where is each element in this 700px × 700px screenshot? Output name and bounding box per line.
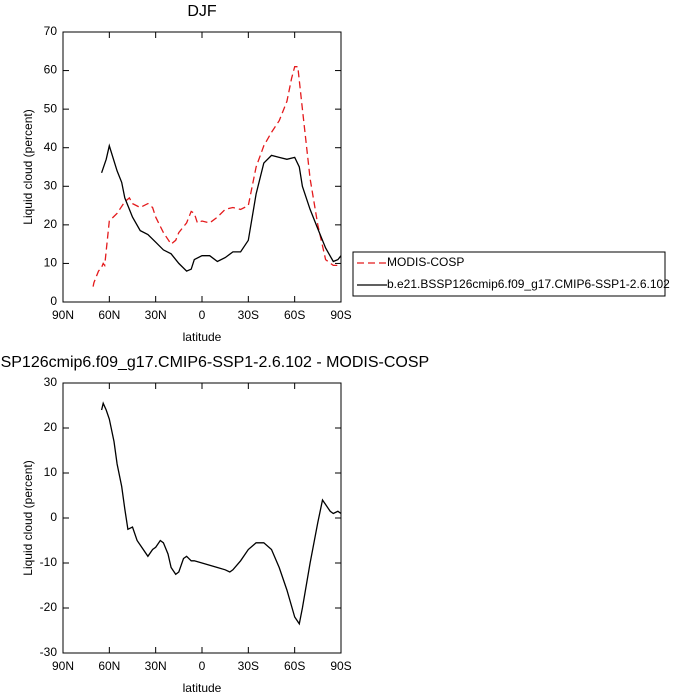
- data-line: [92, 66, 342, 287]
- y-axis-label: Liquid cloud (percent): [21, 109, 35, 224]
- y-tick-label: -30: [40, 645, 58, 659]
- legend-label: MODIS-COSP: [387, 255, 464, 269]
- y-tick-label: 30: [44, 178, 58, 192]
- x-tick-label: 0: [199, 308, 206, 322]
- x-tick-label: 90N: [52, 659, 74, 673]
- y-tick-label: -20: [40, 600, 58, 614]
- x-tick-label: 60N: [98, 308, 120, 322]
- chart-title: DJF: [187, 3, 217, 20]
- data-line: [100, 401, 342, 626]
- x-tick-label: 0: [199, 659, 206, 673]
- x-tick-label: 90S: [330, 659, 351, 673]
- x-axis-label: latitude: [183, 330, 222, 344]
- plot-frame: [62, 31, 342, 303]
- chart-title: .BSSP126cmip6.f09_g17.CMIP6-SSP1-2.6.102…: [0, 354, 429, 371]
- y-tick-label: 0: [50, 510, 57, 524]
- legend-box: [352, 251, 666, 297]
- x-tick-label: 30S: [238, 308, 259, 322]
- y-tick-label: 20: [44, 420, 58, 434]
- x-axis-label: latitude: [183, 681, 222, 695]
- y-tick-label: 10: [44, 465, 58, 479]
- data-line: [100, 143, 342, 272]
- x-tick-label: 90N: [52, 308, 74, 322]
- x-tick-label: 30N: [145, 308, 167, 322]
- x-tick-label: 30N: [145, 659, 167, 673]
- y-tick-label: 0: [50, 294, 57, 308]
- y-tick-label: 60: [44, 63, 58, 77]
- y-tick-label: 10: [44, 256, 58, 270]
- y-tick-label: -10: [40, 555, 58, 569]
- x-tick-label: 90S: [330, 308, 351, 322]
- y-tick-label: 20: [44, 217, 58, 231]
- x-tick-label: 60N: [98, 659, 120, 673]
- y-tick-label: 40: [44, 140, 58, 154]
- y-axis-label: Liquid cloud (percent): [21, 460, 35, 575]
- x-tick-label: 60S: [284, 308, 305, 322]
- plot-frame: [62, 382, 342, 654]
- y-tick-label: 70: [44, 24, 58, 38]
- x-tick-label: 30S: [238, 659, 259, 673]
- y-tick-label: 30: [44, 375, 58, 389]
- legend-label: b.e21.BSSP126cmip6.f09_g17.CMIP6-SSP1-2.…: [387, 277, 670, 291]
- x-tick-label: 60S: [284, 659, 305, 673]
- y-tick-label: 50: [44, 101, 58, 115]
